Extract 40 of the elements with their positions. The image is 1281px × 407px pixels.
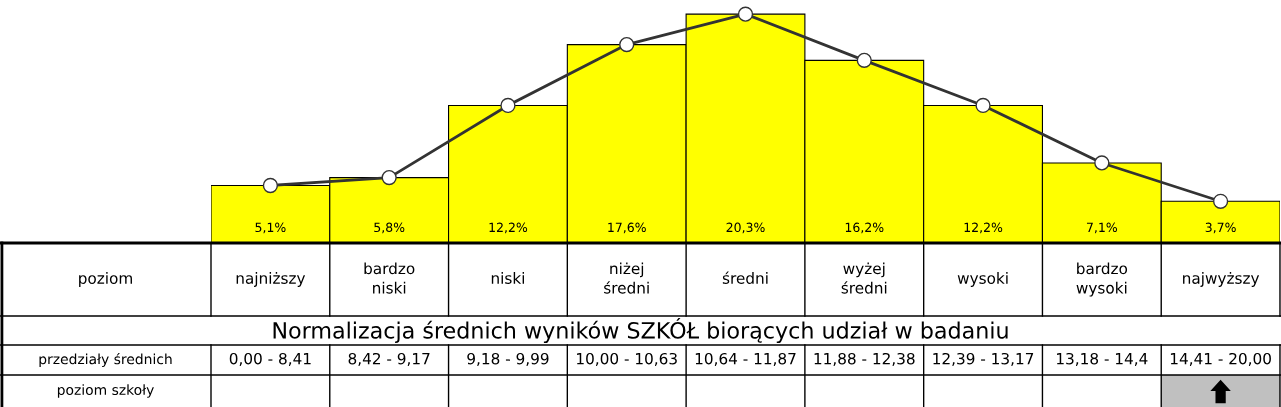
text: poziom — [79, 272, 132, 287]
x-tick-label: wyżej średni — [841, 262, 887, 294]
x-tick-label: niżej średni — [604, 262, 649, 294]
text: 10,64 - 11,87 — [695, 352, 796, 366]
data-label: 5,1% — [255, 222, 286, 234]
data-label: 12,2% — [489, 222, 528, 234]
text: 0,00 - 8,41 — [229, 352, 311, 366]
x-tick-label: średni — [722, 271, 768, 284]
text: 11,88 - 12,38 — [814, 352, 915, 366]
text: 13,18 - 14,4 — [1057, 352, 1148, 366]
point — [1094, 155, 1110, 171]
text: 14,41 - 20,00 — [1170, 352, 1271, 366]
text: przedziały średnich — [39, 353, 172, 367]
data-label: 20,3% — [726, 222, 765, 234]
text: 9,18 - 9,99 — [467, 352, 549, 366]
text: 8,42 - 9,17 — [348, 352, 430, 366]
point — [381, 169, 397, 186]
x-tick-label: bardzo wysoki — [1076, 262, 1128, 297]
x-tick-label: najniższy — [236, 272, 306, 287]
point — [856, 52, 872, 69]
x-tick-label: bardzo niski — [364, 262, 415, 294]
text: poziom szkoły — [57, 384, 154, 398]
point — [619, 36, 635, 53]
data-label: 17,6% — [608, 222, 646, 234]
data-label: 7,1% — [1086, 222, 1118, 234]
point — [262, 177, 279, 194]
text: 12,39 - 13,17 — [933, 352, 1034, 366]
text: 10,00 - 10,63 — [577, 352, 677, 366]
x-tick-label: niski — [491, 272, 524, 284]
point — [500, 97, 516, 114]
point — [737, 6, 754, 22]
data-label: 12,2% — [964, 222, 1003, 234]
point — [1212, 193, 1229, 209]
x-tick-label: wysoki — [957, 272, 1008, 287]
data-label: 5,8% — [374, 222, 405, 234]
data-label: 3,7% — [1205, 222, 1236, 234]
x-tick-label: najwyższy — [1183, 272, 1260, 287]
point — [975, 97, 991, 114]
text: Normalizacja średnich wyników SZKÓŁ biorących udział w badaniu — [273, 317, 1008, 344]
data-label: 16,2% — [845, 222, 884, 234]
